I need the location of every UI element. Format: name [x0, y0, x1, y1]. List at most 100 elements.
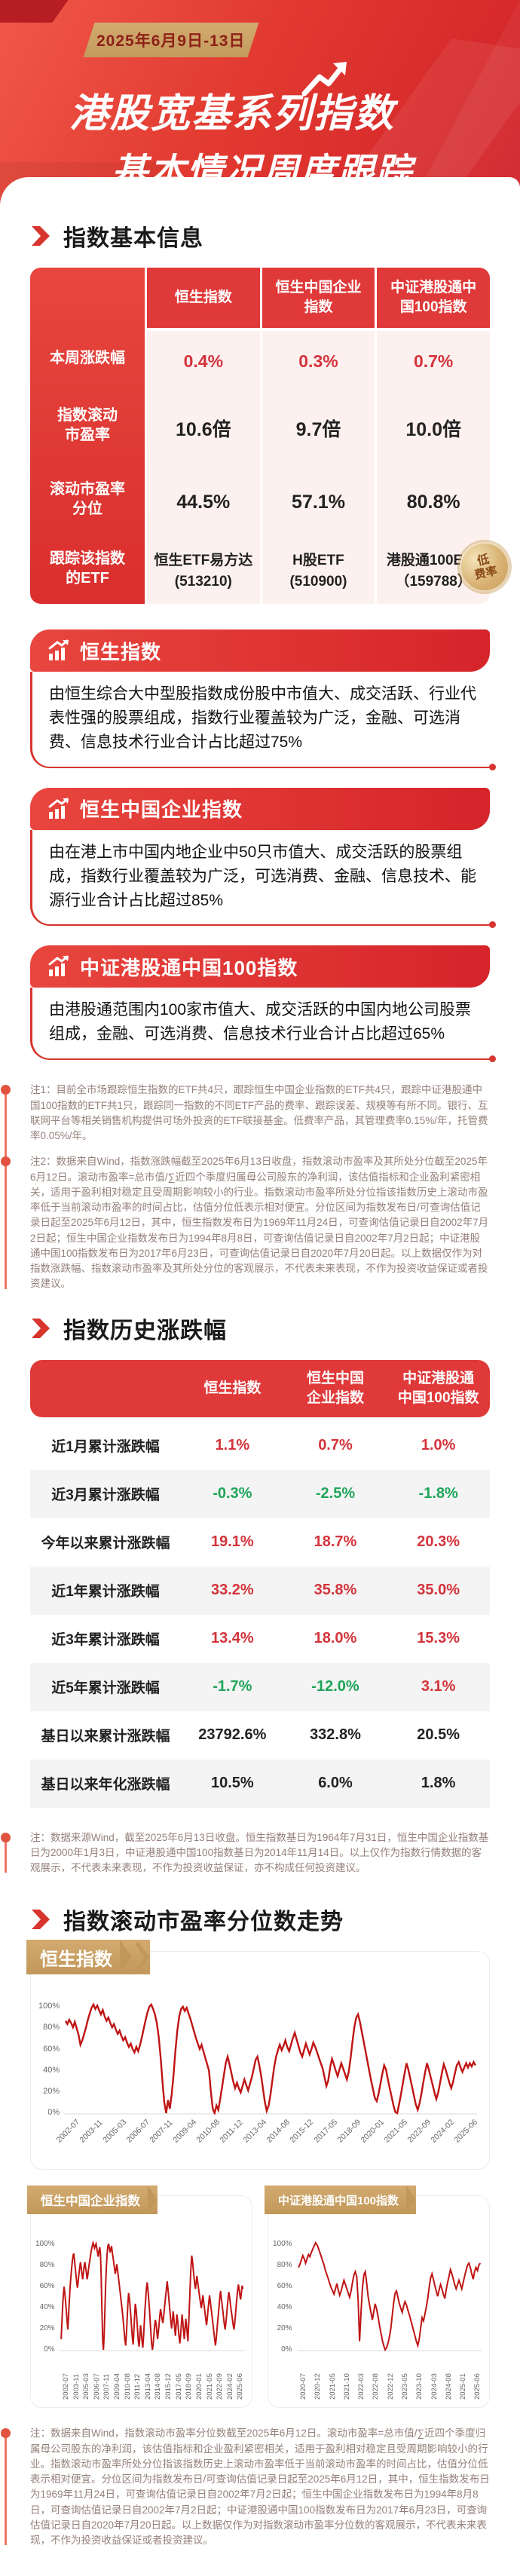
x-tick-label: 2020-01 — [194, 2373, 203, 2400]
x-tick-label: 2017-05 — [174, 2373, 183, 2400]
table1-col-header: 中证港股通中 国100指数 — [377, 268, 490, 328]
x-tick-label: 2020-12 — [314, 2373, 323, 2400]
x-tick-label: 2003-11 — [72, 2374, 81, 2400]
x-tick-label: 2021-10 — [342, 2373, 351, 2400]
table2-row: 近5年累计涨跌幅 -1.7% -12.0% 3.1% — [30, 1662, 490, 1711]
x-tick-label: 2021-05 — [328, 2373, 337, 2400]
index-card-desc: 由在港上市中国内地企业中50只市值大、成交活跃的股票组成，指数行业覆盖较为广泛，… — [49, 843, 476, 909]
table2-value-cell: 13.4% — [210, 1630, 254, 1646]
table2-value-cell: 332.8% — [310, 1726, 361, 1743]
note-paragraph: 注：数据来源Wind，截至2025年6月13日收盘。恒生指数基日为1964年7月… — [1, 1830, 490, 1876]
date-range: 2025年6月9日-13日 — [96, 32, 246, 50]
y-tick-label: 20% — [39, 2324, 55, 2333]
table2-value-cell: 20.5% — [417, 1726, 460, 1743]
table2-value-cell: 1.0% — [421, 1437, 456, 1453]
table2-row: 近1月累计涨跌幅 1.1% 0.7% 1.0% — [30, 1422, 490, 1470]
notes-block-2: 注：数据来源Wind，截至2025年6月13日收盘。恒生指数基日为1964年7月… — [1, 1830, 490, 1876]
y-tick-label: 0% — [44, 2345, 55, 2354]
section-title: 指数滚动市盈率分位数走势 — [63, 1910, 344, 1935]
history-table-header: 恒生指数 恒生中国 企业指数 中证港股通 中国100指数 — [30, 1359, 490, 1417]
table2-col-header: 恒生指数 — [203, 1380, 262, 1396]
index-card-title: 恒生中国企业指数 — [80, 798, 243, 822]
index-card-desc: 由港股通范围内100家市值大、成交活跃的中国内地公司股票组成，金融、可选消费、信… — [49, 1001, 472, 1043]
table2-value-cell: 15.3% — [417, 1630, 460, 1646]
main-title-line1: 港股宽基系列指数 — [69, 92, 396, 136]
hsi-line-chart — [64, 2000, 477, 2115]
x-tick-label: 2005-03 — [82, 2373, 91, 2400]
y-tick-label: 40% — [277, 2303, 292, 2312]
note-paragraph: 注：数据来自Wind，指数滚动市盈率分位数截至2025年6月12日。滚动市盈率=… — [1, 2426, 490, 2548]
table2-value-cell: -2.5% — [315, 1485, 356, 1502]
x-axis: 2002-07 2003-11 2005-03 2006-07 2007-11 2009-… — [54, 2118, 479, 2158]
y-tick-label: 100% — [38, 2002, 60, 2011]
table1-col-header: 恒生中国企业 指数 — [262, 268, 375, 328]
index-card-title: 恒生指数 — [80, 640, 162, 663]
table1-value-cell: 10.6倍 — [175, 419, 231, 440]
table1-value-cell: 9.7倍 — [295, 419, 341, 440]
table2-col-header: 中证港股通 中国100指数 — [397, 1370, 479, 1406]
table2-value-cell: -12.0% — [311, 1678, 359, 1695]
chevron-right-icon — [32, 1910, 50, 1930]
chart-banner-hsi: 恒生指数 — [26, 1940, 150, 1975]
table1-value-cell: 0.7% — [413, 351, 454, 371]
x-tick-label: 2024-03 — [430, 2373, 439, 2400]
index-card-body: 由在港上市中国内地企业中50只市值大、成交活跃的股票组成，指数行业覆盖较为广泛，… — [30, 829, 496, 929]
index-card: 中证港股通中国100指数由港股通范围内100家市值大、成交活跃的中国内地公司股票… — [30, 945, 496, 1063]
x-tick-label: 2020-07 — [299, 2373, 307, 2400]
table1-value-cell: 0.3% — [298, 351, 338, 371]
banner-chevron-icon — [135, 1941, 150, 1973]
table2-row: 基日以来年化涨跌幅 10.5% 6.0% 1.8% — [30, 1759, 490, 1808]
table1-value-cell: H股ETF (510900) — [289, 553, 347, 590]
y-tick-label: 60% — [277, 2282, 292, 2291]
note-paragraph: 注2：数据来自Wind，指数涨跌幅截至2025年6月13日收盘，指数滚动市盈率及… — [1, 1154, 490, 1291]
table2-value-cell: -1.7% — [213, 1678, 252, 1695]
table2-row-label: 近1年累计涨跌幅 — [51, 1584, 160, 1600]
index-card-title: 中证港股通中国100指数 — [80, 956, 298, 979]
bar-chart-arrow-icon — [48, 798, 69, 819]
table1-corner-cell — [30, 268, 145, 328]
table1-value-cell: 80.8% — [406, 491, 460, 513]
bar-chart-arrow-icon — [48, 955, 69, 977]
table2-value-cell: 10.5% — [210, 1775, 254, 1791]
banner-point — [120, 1940, 132, 1975]
chart-banner-hscei: 恒生中国企业指数 — [27, 2185, 158, 2215]
chart-title: 恒生指数 — [40, 1949, 112, 1970]
banner-point — [406, 2185, 417, 2215]
table1-data-column: 中证港股通中 国100指数 0.7% 10.0倍 80.8% 港股通100ETF （15… — [377, 268, 490, 604]
table2-value-cell: -1.8% — [418, 1485, 458, 1502]
x-tick-label: 2023-10 — [415, 2373, 424, 2400]
pe100-line-chart — [296, 2238, 482, 2351]
index-card-desc: 由恒生综合大中型股指数成份股中市值大、成交活跃、行业代表性强的股票组成，指数行业… — [49, 685, 476, 751]
table2-value-cell: 3.1% — [421, 1678, 456, 1695]
index-card: 恒生中国企业指数由在港上市中国内地企业中50只市值大、成交活跃的股票组成，指数行… — [30, 787, 496, 929]
pe-percentile-series — [298, 2243, 480, 2350]
table1-col-body: 0.4% 10.6倍 44.5% 恒生ETF易方达 (513210) — [147, 331, 260, 604]
x-tick-label: 2023-05 — [400, 2373, 409, 2400]
chart-card-hscei: 恒生中国企业指数 100% 80% 60% 40% 20% 0% 2002-07 2003-… — [27, 2185, 252, 2409]
chart-banner-100: 中证港股通中国100指数 — [265, 2185, 417, 2215]
table1-value-cell: 10.0倍 — [405, 419, 461, 440]
x-tick-label: 2015-12 — [164, 2373, 173, 2400]
x-tick-label: 2022-08 — [372, 2373, 381, 2400]
x-tick-label: 2025-01 — [459, 2373, 468, 2400]
y-tick-label: 80% — [277, 2261, 292, 2270]
table1-label-column: 本周涨跌幅 指数滚动 市盈率 滚动市盈率 分位 跟踪该指数 的ETF — [30, 268, 145, 604]
table2-row: 基日以来累计涨跌幅 23792.6% 332.8% 20.5% — [30, 1711, 490, 1760]
notes-block-3: 注：数据来自Wind，指数滚动市盈率分位数截至2025年6月12日。滚动市盈率=… — [1, 2426, 490, 2548]
x-tick-label: 2011-12 — [133, 2374, 142, 2400]
seal-text: 费率 — [473, 564, 499, 582]
x-tick-label: 2013-04 — [143, 2373, 152, 2400]
y-tick-label: 100% — [35, 2240, 55, 2249]
table1-row-label: 跟踪该指数 的ETF — [50, 550, 125, 587]
table2-row-label: 基日以来年化涨跌幅 — [41, 1777, 170, 1793]
table1-row-label: 滚动市盈率 分位 — [50, 481, 125, 517]
y-tick-label: 40% — [39, 2303, 55, 2312]
y-tick-label: 80% — [39, 2261, 55, 2270]
y-tick-label: 20% — [277, 2324, 292, 2333]
chevron-right-icon — [32, 226, 50, 246]
chart-card-100: 中证港股通中国100指数 100% 80% 60% 40% 20% 0% 2020-07 2… — [265, 2185, 490, 2409]
y-tick-label: 20% — [43, 2087, 60, 2096]
x-tick-label: 2014-08 — [154, 2373, 163, 2400]
table1-row-label: 指数滚动 市盈率 — [57, 407, 118, 443]
